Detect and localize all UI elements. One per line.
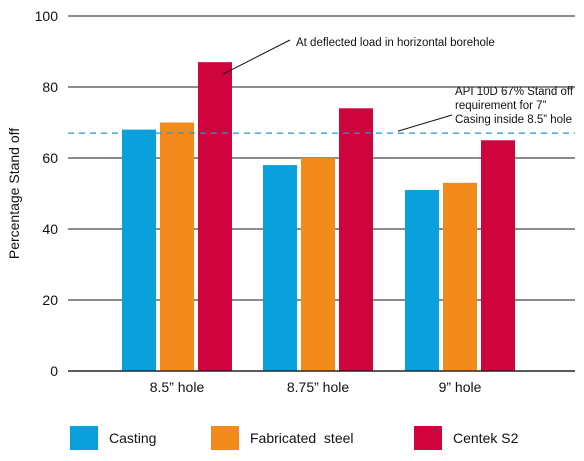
bar-2-2	[301, 158, 335, 371]
legend: Casting Fabricated steel Centek S2	[70, 426, 519, 450]
tick-labels-layer: 0 20 40 60 80 100 Percentage Stand off 8.5” hol…	[6, 8, 482, 395]
bar-1-2	[263, 165, 297, 371]
bars-layer	[68, 62, 575, 372]
legend-label-1: Casting	[109, 430, 156, 446]
reference-label-line: API 10D 67% Stand off	[455, 86, 574, 98]
legend-swatch-3	[414, 426, 442, 450]
annotation-leader-line	[222, 39, 291, 75]
y-tick-label: 20	[42, 292, 58, 308]
legend-label-3: Centek S2	[453, 430, 519, 446]
y-tick-label: 60	[42, 150, 58, 166]
bar-1-3	[405, 189, 439, 371]
bar-3-2	[339, 108, 373, 372]
y-tick-label: 40	[42, 221, 58, 237]
x-tick-label: 9” hole	[439, 379, 482, 395]
legend-swatch-1	[70, 426, 98, 450]
bar-3-3	[481, 140, 515, 371]
x-tick-label: 8.5” hole	[150, 379, 205, 395]
reference-label-line: requirement for 7”	[455, 100, 547, 112]
annotation-text: At deflected load in horizontal borehole	[296, 37, 495, 49]
reference-leader-line	[397, 114, 453, 132]
y-tick-label: 0	[50, 363, 58, 379]
y-axis-label: Percentage Stand off	[6, 128, 22, 259]
y-tick-label: 100	[35, 8, 59, 24]
bar-1-1	[122, 129, 156, 371]
bar-3-1	[198, 62, 232, 372]
bar-2-1	[160, 122, 194, 371]
y-tick-label: 80	[42, 79, 58, 95]
reference-label-line: Casing inside 8.5” hole	[455, 114, 572, 126]
bar-2-3	[443, 182, 477, 371]
legend-label-2: Fabricated steel	[250, 430, 354, 446]
x-tick-label: 8.75” hole	[287, 379, 349, 395]
annotations-layer: API 10D 67% Stand off requirement for 7” C…	[222, 37, 574, 132]
legend-swatch-2	[211, 426, 239, 450]
